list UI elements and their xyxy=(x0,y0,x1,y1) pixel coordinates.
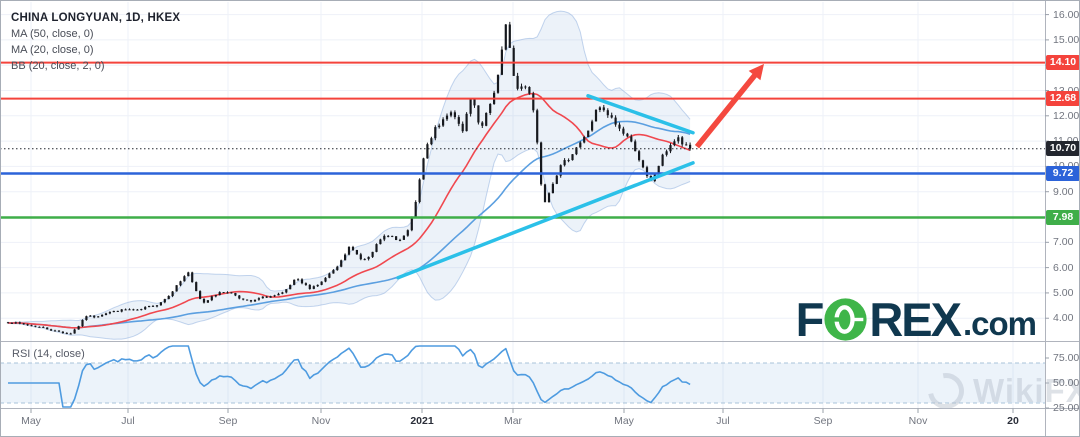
price-tick-label: 9.00 xyxy=(1053,185,1074,198)
price-tick-label: 15.00 xyxy=(1053,33,1080,46)
level-badge-9.72[interactable]: 9.72 xyxy=(1046,165,1080,181)
breakout-arrow-head[interactable] xyxy=(748,63,764,81)
forex-com-logo: F REX .com xyxy=(795,292,1037,346)
candle xyxy=(53,330,57,332)
rsi-tick-label: 75.00 xyxy=(1053,352,1080,364)
time-tick-label: May xyxy=(614,415,634,427)
level-badge-12.68[interactable]: 12.68 xyxy=(1046,91,1080,107)
time-tick-label: Jul xyxy=(121,415,135,427)
chart-legend: CHINA LONGYUAN, 1D, HKEX MA (50, close, … xyxy=(11,10,180,74)
time-tick-label: Sep xyxy=(813,415,833,427)
time-tick-label: Jul xyxy=(716,415,730,427)
price-tick-label: 5.00 xyxy=(1053,286,1074,299)
rsi-line xyxy=(8,345,691,408)
symbol-title[interactable]: CHINA LONGYUAN, 1D, HKEX xyxy=(11,12,181,24)
time-tick-label: Sep xyxy=(218,415,238,427)
logo-letter-f: F xyxy=(795,292,825,346)
last-price-badge-10.70[interactable]: 10.70 xyxy=(1046,141,1080,157)
price-tick-label: 4.00 xyxy=(1053,312,1074,325)
time-tick-label: 20 xyxy=(1007,415,1019,427)
price-tick-label: 12.00 xyxy=(1053,109,1080,122)
wikifx-watermark: WikiFX xyxy=(920,365,1080,417)
price-tick-label: 7.00 xyxy=(1053,236,1074,249)
indicator-bb-label[interactable]: BB (20, close, 2, 0) xyxy=(11,60,105,72)
indicator-ma20-label[interactable]: MA (20, close, 0) xyxy=(11,44,94,56)
ma-20-line[interactable] xyxy=(7,92,691,329)
rsi-pane[interactable] xyxy=(8,345,691,408)
price-tick-label: 16.00 xyxy=(1053,8,1080,21)
rsi-band-fill xyxy=(0,363,1045,403)
logo-tld: .com xyxy=(962,305,1037,342)
time-tick-label: May xyxy=(21,415,41,427)
logo-letters-rex: REX xyxy=(869,292,962,346)
logo-o-icon xyxy=(823,297,868,342)
breakout-arrow-shaft[interactable] xyxy=(694,68,762,149)
trendline-upper[interactable] xyxy=(586,94,695,135)
rsi-tick-label: 25.00 xyxy=(1053,402,1080,414)
level-badge-14.10[interactable]: 14.10 xyxy=(1046,55,1080,71)
wikifx-logo-icon xyxy=(920,365,972,417)
rsi-indicator-label[interactable]: RSI (14, close) xyxy=(12,348,85,360)
price-tick-label: 6.00 xyxy=(1053,261,1074,274)
candle xyxy=(69,333,72,335)
rsi-tick-label: 50.00 xyxy=(1053,377,1080,389)
bollinger-band-fill xyxy=(8,11,691,340)
level-badge-7.98[interactable]: 7.98 xyxy=(1046,210,1080,226)
ma-50-line[interactable] xyxy=(7,120,691,329)
time-tick-label: 2021 xyxy=(410,415,434,427)
time-tick-label: Mar xyxy=(503,415,523,427)
wikifx-text: WikiFX xyxy=(973,372,1080,409)
trendline-lower[interactable] xyxy=(396,161,695,280)
indicator-ma50-label[interactable]: MA (50, close, 0) xyxy=(11,28,94,40)
time-tick-label: Nov xyxy=(908,415,928,427)
time-tick-label: Nov xyxy=(311,415,331,427)
bollinger-lower-line xyxy=(7,147,691,340)
candle-wicks xyxy=(7,21,691,335)
